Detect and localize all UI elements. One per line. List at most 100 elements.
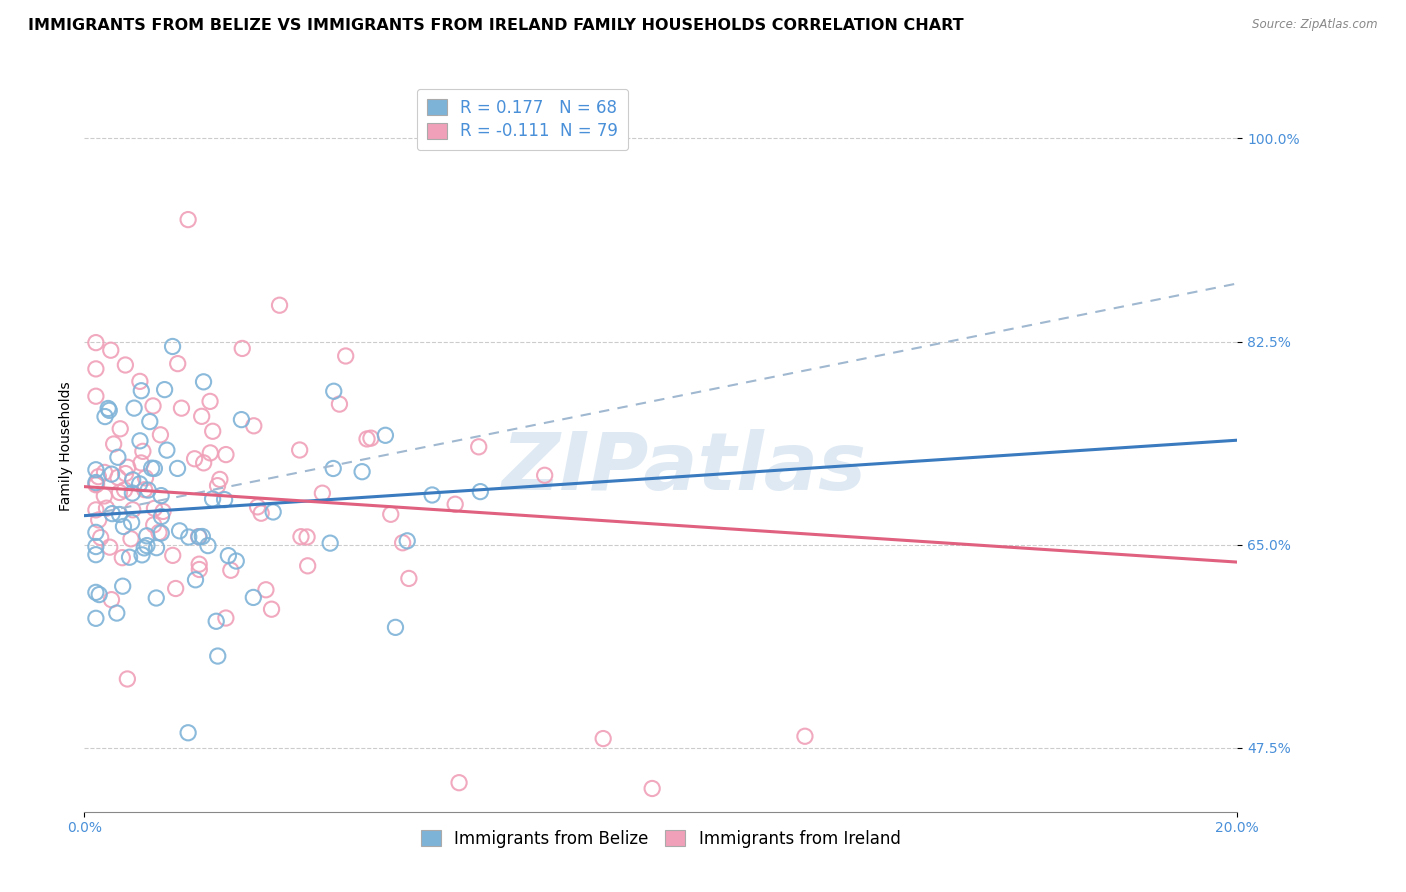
Point <box>143 461 166 475</box>
Point <box>288 442 311 457</box>
Point <box>380 508 402 522</box>
Point <box>156 443 179 458</box>
Point <box>207 648 229 663</box>
Point <box>121 503 143 517</box>
Point <box>121 486 143 500</box>
Point <box>114 483 136 497</box>
Point <box>449 775 471 789</box>
Y-axis label: Family Households: Family Households <box>59 381 73 511</box>
Point <box>187 530 209 544</box>
Point <box>111 579 134 593</box>
Point <box>120 532 142 546</box>
Point <box>148 525 170 540</box>
Point <box>297 558 319 573</box>
Point <box>121 516 143 530</box>
Point <box>250 506 273 520</box>
Point <box>110 422 132 436</box>
Point <box>201 491 224 506</box>
Point <box>84 463 107 477</box>
Point <box>100 343 122 358</box>
Point <box>84 362 107 376</box>
Point <box>93 466 115 480</box>
Point <box>197 539 219 553</box>
Point <box>90 531 112 545</box>
Point <box>190 409 212 424</box>
Point <box>200 446 222 460</box>
Point <box>100 592 122 607</box>
Point <box>198 394 221 409</box>
Point <box>87 513 110 527</box>
Point <box>225 554 247 568</box>
Point <box>162 339 184 353</box>
Point <box>295 530 318 544</box>
Point <box>243 418 266 433</box>
Point <box>177 725 200 739</box>
Point <box>96 501 118 516</box>
Point <box>444 497 467 511</box>
Point <box>188 562 211 576</box>
Point <box>114 467 136 481</box>
Point <box>420 488 443 502</box>
Point <box>111 550 134 565</box>
Point <box>139 415 162 429</box>
Point <box>118 550 141 565</box>
Point <box>136 483 159 497</box>
Point <box>356 432 378 446</box>
Point <box>215 611 238 625</box>
Point <box>335 349 357 363</box>
Point <box>152 504 174 518</box>
Point <box>391 535 413 549</box>
Point <box>177 212 200 227</box>
Point <box>84 548 107 562</box>
Point <box>100 467 122 482</box>
Point <box>374 428 396 442</box>
Point <box>108 485 131 500</box>
Point <box>143 501 166 516</box>
Point <box>184 573 207 587</box>
Point <box>396 533 419 548</box>
Point <box>794 729 817 743</box>
Point <box>150 489 173 503</box>
Point <box>145 591 167 605</box>
Point <box>135 529 157 543</box>
Point <box>132 444 155 458</box>
Point <box>217 549 239 563</box>
Point <box>262 505 284 519</box>
Point <box>128 375 150 389</box>
Point <box>141 461 163 475</box>
Point <box>98 540 121 554</box>
Point <box>150 526 173 541</box>
Point <box>205 614 228 628</box>
Point <box>191 529 214 543</box>
Point <box>103 437 125 451</box>
Point <box>242 591 264 605</box>
Point <box>193 456 215 470</box>
Point <box>231 412 253 426</box>
Point <box>208 472 231 486</box>
Point <box>384 620 406 634</box>
Point <box>319 536 342 550</box>
Point <box>219 563 242 577</box>
Point <box>352 465 374 479</box>
Point <box>107 450 129 465</box>
Point <box>290 530 312 544</box>
Point <box>142 399 165 413</box>
Point <box>94 409 117 424</box>
Text: ZIPatlas: ZIPatlas <box>502 429 866 507</box>
Point <box>129 456 152 470</box>
Point <box>398 571 420 585</box>
Point <box>112 519 135 533</box>
Point <box>84 585 107 599</box>
Point <box>121 473 143 487</box>
Point <box>117 672 139 686</box>
Point <box>105 606 128 620</box>
Point <box>322 461 344 475</box>
Point <box>101 507 124 521</box>
Point <box>322 384 344 399</box>
Point <box>84 503 107 517</box>
Point <box>134 541 156 555</box>
Point <box>177 530 200 544</box>
Point <box>592 731 614 746</box>
Point <box>97 401 120 416</box>
Point <box>162 549 184 563</box>
